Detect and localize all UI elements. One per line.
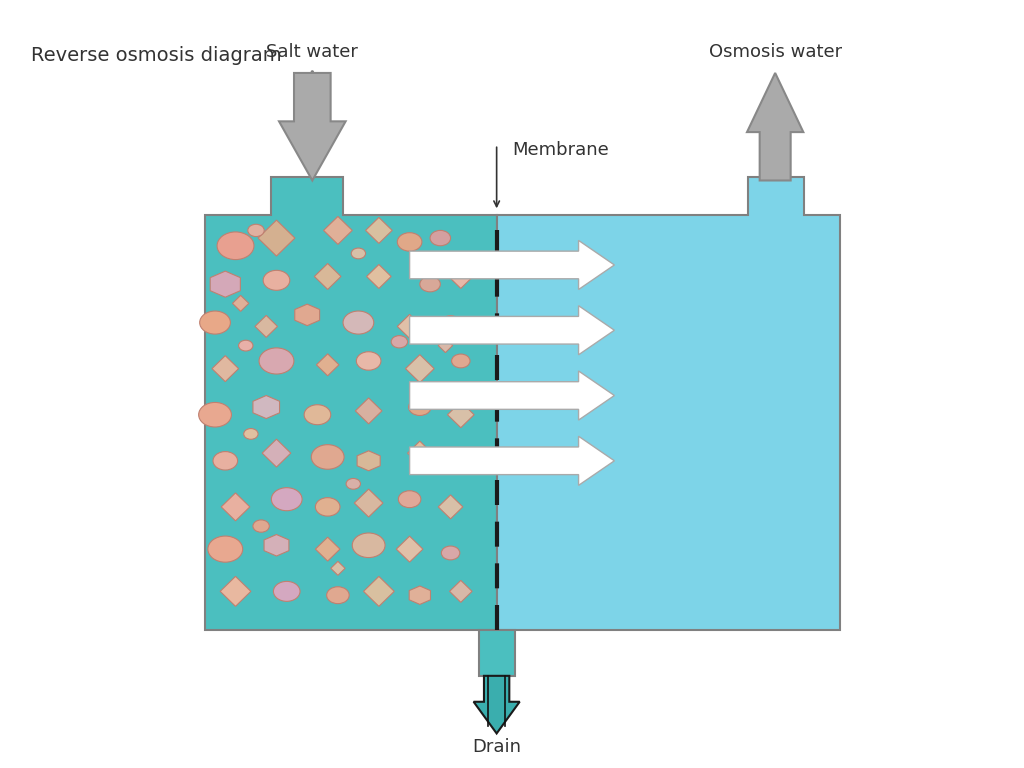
Polygon shape — [262, 439, 291, 467]
Text: Membrane: Membrane — [512, 141, 608, 159]
Polygon shape — [210, 271, 241, 297]
Circle shape — [343, 311, 374, 334]
Polygon shape — [432, 253, 449, 269]
Circle shape — [259, 348, 294, 374]
Circle shape — [352, 533, 385, 558]
Polygon shape — [253, 396, 280, 419]
Polygon shape — [410, 371, 614, 420]
Circle shape — [346, 478, 360, 489]
Polygon shape — [279, 73, 346, 180]
Polygon shape — [408, 441, 432, 465]
Polygon shape — [366, 217, 392, 243]
Circle shape — [239, 340, 253, 351]
Polygon shape — [295, 304, 319, 326]
Polygon shape — [450, 581, 472, 602]
Circle shape — [304, 405, 331, 425]
Polygon shape — [438, 339, 453, 353]
Polygon shape — [406, 355, 434, 382]
Polygon shape — [410, 240, 614, 290]
Polygon shape — [410, 436, 614, 485]
Circle shape — [200, 311, 230, 334]
Polygon shape — [410, 586, 430, 604]
Polygon shape — [324, 217, 352, 244]
Polygon shape — [221, 493, 250, 521]
Text: Drain: Drain — [472, 739, 521, 756]
Polygon shape — [331, 561, 345, 575]
Circle shape — [213, 452, 238, 470]
Polygon shape — [255, 316, 278, 337]
Circle shape — [271, 488, 302, 511]
Polygon shape — [449, 264, 473, 289]
Circle shape — [311, 445, 344, 469]
Polygon shape — [220, 576, 251, 607]
Polygon shape — [258, 220, 295, 256]
Polygon shape — [396, 536, 423, 562]
Polygon shape — [410, 306, 614, 355]
Circle shape — [430, 230, 451, 246]
Polygon shape — [447, 402, 474, 428]
Polygon shape — [367, 264, 391, 289]
Polygon shape — [479, 630, 514, 676]
Polygon shape — [397, 314, 422, 339]
Circle shape — [441, 454, 460, 468]
Circle shape — [263, 270, 290, 290]
Text: Reverse osmosis diagram: Reverse osmosis diagram — [31, 46, 282, 65]
Circle shape — [409, 399, 431, 415]
Polygon shape — [264, 535, 289, 556]
Circle shape — [327, 587, 349, 604]
Circle shape — [217, 232, 254, 260]
Polygon shape — [364, 576, 394, 607]
Circle shape — [356, 352, 381, 370]
Polygon shape — [355, 398, 382, 424]
Polygon shape — [232, 296, 249, 311]
Circle shape — [248, 224, 264, 237]
Polygon shape — [212, 356, 239, 382]
Polygon shape — [315, 537, 340, 561]
Circle shape — [398, 491, 421, 508]
Circle shape — [351, 248, 366, 259]
Polygon shape — [438, 495, 463, 519]
Circle shape — [199, 402, 231, 427]
Circle shape — [253, 520, 269, 532]
Circle shape — [441, 546, 460, 560]
Circle shape — [441, 316, 460, 329]
Circle shape — [315, 498, 340, 516]
Circle shape — [208, 536, 243, 562]
Circle shape — [397, 233, 422, 251]
Polygon shape — [748, 73, 804, 180]
Polygon shape — [357, 451, 380, 471]
Polygon shape — [497, 177, 840, 630]
Text: Salt water: Salt water — [266, 44, 358, 61]
Circle shape — [273, 581, 300, 601]
Circle shape — [391, 336, 408, 348]
Polygon shape — [473, 676, 519, 733]
Polygon shape — [314, 263, 341, 290]
Circle shape — [452, 354, 470, 368]
Polygon shape — [316, 354, 339, 376]
Circle shape — [244, 429, 258, 439]
Text: Osmosis water: Osmosis water — [709, 44, 842, 61]
Circle shape — [420, 276, 440, 292]
Polygon shape — [354, 489, 383, 517]
Polygon shape — [205, 177, 497, 630]
